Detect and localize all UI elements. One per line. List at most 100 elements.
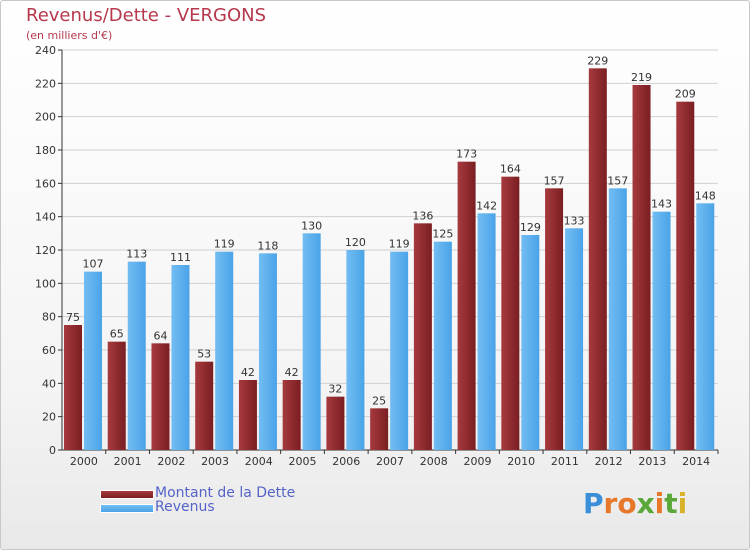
y-tick-label: 220 <box>35 77 56 90</box>
y-tick-label: 140 <box>35 211 56 224</box>
data-label-dette: 209 <box>675 88 696 101</box>
bar-dette <box>457 161 476 450</box>
x-tick-label: 2012 <box>595 455 623 468</box>
data-label-dette: 64 <box>153 329 167 342</box>
data-label-dette: 42 <box>241 366 255 379</box>
bar-revenus <box>652 211 671 450</box>
data-label-revenus: 107 <box>83 258 104 271</box>
y-tick-label: 80 <box>42 311 56 324</box>
bar-dette <box>413 223 432 450</box>
x-tick-label: 2003 <box>201 455 229 468</box>
data-label-revenus: 113 <box>126 248 147 261</box>
logo-letter: t <box>664 487 678 520</box>
y-tick-label: 200 <box>35 111 56 124</box>
proxiti-logo: Proxiti <box>583 487 687 520</box>
data-label-dette: 173 <box>456 148 477 161</box>
y-tick-label: 160 <box>35 177 56 190</box>
bar-revenus <box>127 261 146 450</box>
bar-dette <box>370 408 389 450</box>
data-label-dette: 65 <box>110 328 124 341</box>
bar-dette <box>588 68 607 450</box>
chart-title: Revenus/Dette - VERGONS <box>26 5 267 26</box>
y-tick-label: 120 <box>35 244 56 257</box>
bar-dette <box>632 85 651 450</box>
legend-swatch-dette <box>100 490 154 499</box>
data-label-revenus: 111 <box>170 251 191 264</box>
bar-dette <box>282 380 301 450</box>
bar-revenus <box>477 213 496 450</box>
data-label-dette: 164 <box>500 163 521 176</box>
data-label-dette: 32 <box>328 383 342 396</box>
x-tick-label: 2010 <box>507 455 535 468</box>
bar-revenus <box>565 228 584 450</box>
bar-dette <box>326 396 345 450</box>
x-tick-label: 2014 <box>682 455 710 468</box>
legend-label-dette: Montant de la Dette <box>155 485 296 501</box>
x-tick-label: 2001 <box>114 455 142 468</box>
x-tick-label: 2000 <box>70 455 98 468</box>
bar-revenus <box>521 235 540 450</box>
x-tick-label: 2006 <box>332 455 360 468</box>
y-tick-label: 100 <box>35 277 56 290</box>
y-tick-label: 20 <box>42 411 56 424</box>
y-tick-label: 60 <box>42 344 56 357</box>
data-label-revenus: 148 <box>695 189 716 202</box>
bar-dette <box>501 176 520 450</box>
bar-dette <box>238 380 257 450</box>
data-label-revenus: 143 <box>651 198 672 211</box>
bar-revenus <box>390 251 409 450</box>
bar-revenus <box>608 188 627 451</box>
data-label-dette: 157 <box>544 174 565 187</box>
data-label-revenus: 119 <box>214 238 235 251</box>
logo-letter: P <box>583 487 604 520</box>
x-tick-label: 2002 <box>157 455 185 468</box>
data-label-revenus: 133 <box>564 214 585 227</box>
x-tick-label: 2004 <box>245 455 273 468</box>
data-label-revenus: 125 <box>432 228 453 241</box>
bar-dette <box>64 325 82 450</box>
data-label-revenus: 119 <box>389 238 410 251</box>
data-label-revenus: 142 <box>476 199 497 212</box>
x-tick-label: 2005 <box>289 455 317 468</box>
data-label-revenus: 129 <box>520 221 541 234</box>
y-tick-label: 180 <box>35 144 56 157</box>
bar-revenus <box>696 203 715 450</box>
data-label-dette: 136 <box>412 209 433 222</box>
data-label-dette: 75 <box>66 311 80 324</box>
legend-label-revenus: Revenus <box>155 499 215 515</box>
x-tick-label: 2011 <box>551 455 579 468</box>
bar-dette <box>545 188 564 451</box>
x-tick-label: 2007 <box>376 455 404 468</box>
y-tick-label: 40 <box>42 377 56 390</box>
data-label-dette: 219 <box>631 71 652 84</box>
data-label-revenus: 120 <box>345 236 366 249</box>
data-label-revenus: 130 <box>301 219 322 232</box>
logo-letter: i <box>677 487 688 520</box>
bar-revenus <box>302 233 321 450</box>
x-tick-label: 2013 <box>638 455 666 468</box>
logo-letter: o <box>617 487 637 520</box>
logo-letter: i <box>654 487 665 520</box>
bar-revenus <box>84 271 102 450</box>
bar-dette <box>107 341 126 450</box>
logo-letter: r <box>603 487 618 520</box>
data-label-dette: 53 <box>197 348 211 361</box>
chart-subtitle: (en milliers d'€) <box>26 29 113 42</box>
data-label-dette: 42 <box>285 366 299 379</box>
legend-swatch-revenus <box>100 504 154 513</box>
y-tick-label: 240 <box>35 44 56 57</box>
bar-dette <box>676 101 695 451</box>
x-tick-label: 2008 <box>420 455 448 468</box>
y-tick-label: 0 <box>49 444 56 457</box>
bar-revenus <box>258 253 277 450</box>
data-label-dette: 25 <box>372 394 386 407</box>
data-label-revenus: 118 <box>257 239 278 252</box>
bar-revenus <box>171 265 190 450</box>
data-label-dette: 229 <box>587 54 608 67</box>
bar-revenus <box>215 251 234 450</box>
data-label-revenus: 157 <box>607 174 628 187</box>
bar-dette <box>195 361 214 450</box>
x-tick-label: 2009 <box>463 455 491 468</box>
bar-dette <box>151 343 170 450</box>
